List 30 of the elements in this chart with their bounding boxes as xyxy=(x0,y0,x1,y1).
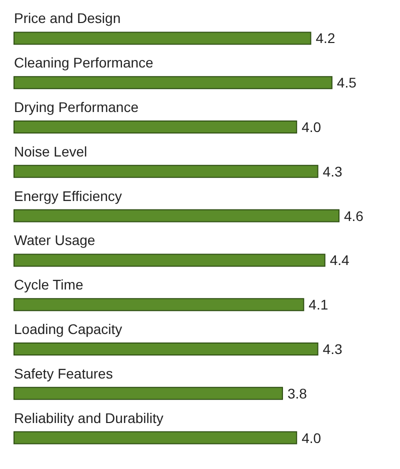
bar xyxy=(14,32,312,45)
bar xyxy=(14,209,340,222)
bar xyxy=(14,342,318,356)
data-label: 4.3 xyxy=(322,163,342,180)
y-tick-label: Water Usage xyxy=(14,232,96,248)
y-tick-label: Price and Design xyxy=(14,10,121,26)
bar xyxy=(14,298,304,312)
y-tick-label: Cycle Time xyxy=(14,276,84,293)
y-tick-label: Noise Level xyxy=(14,143,88,160)
data-label: 4.5 xyxy=(336,74,357,91)
data-label: 4.6 xyxy=(344,208,364,224)
data-label: 4.1 xyxy=(308,296,328,313)
bar xyxy=(14,386,283,400)
bar xyxy=(14,254,326,267)
y-tick-label: Safety Features xyxy=(14,365,113,382)
bar xyxy=(14,164,318,178)
data-label: 4.0 xyxy=(302,119,322,135)
y-tick-label: Loading Capacity xyxy=(14,321,122,337)
data-label: 4.0 xyxy=(302,430,322,446)
bar xyxy=(14,76,332,90)
bar xyxy=(14,431,298,444)
y-tick-label: Energy Efficiency xyxy=(14,188,122,204)
data-label: 4.4 xyxy=(330,252,350,268)
data-label: 3.8 xyxy=(287,385,308,402)
data-label: 4.3 xyxy=(322,341,342,357)
y-tick-label: Cleaning Performance xyxy=(14,54,154,71)
bar xyxy=(14,120,298,134)
y-tick-label: Reliability and Durability xyxy=(14,410,164,426)
y-tick-label: Drying Performance xyxy=(14,99,139,115)
data-label: 4.2 xyxy=(316,30,336,46)
